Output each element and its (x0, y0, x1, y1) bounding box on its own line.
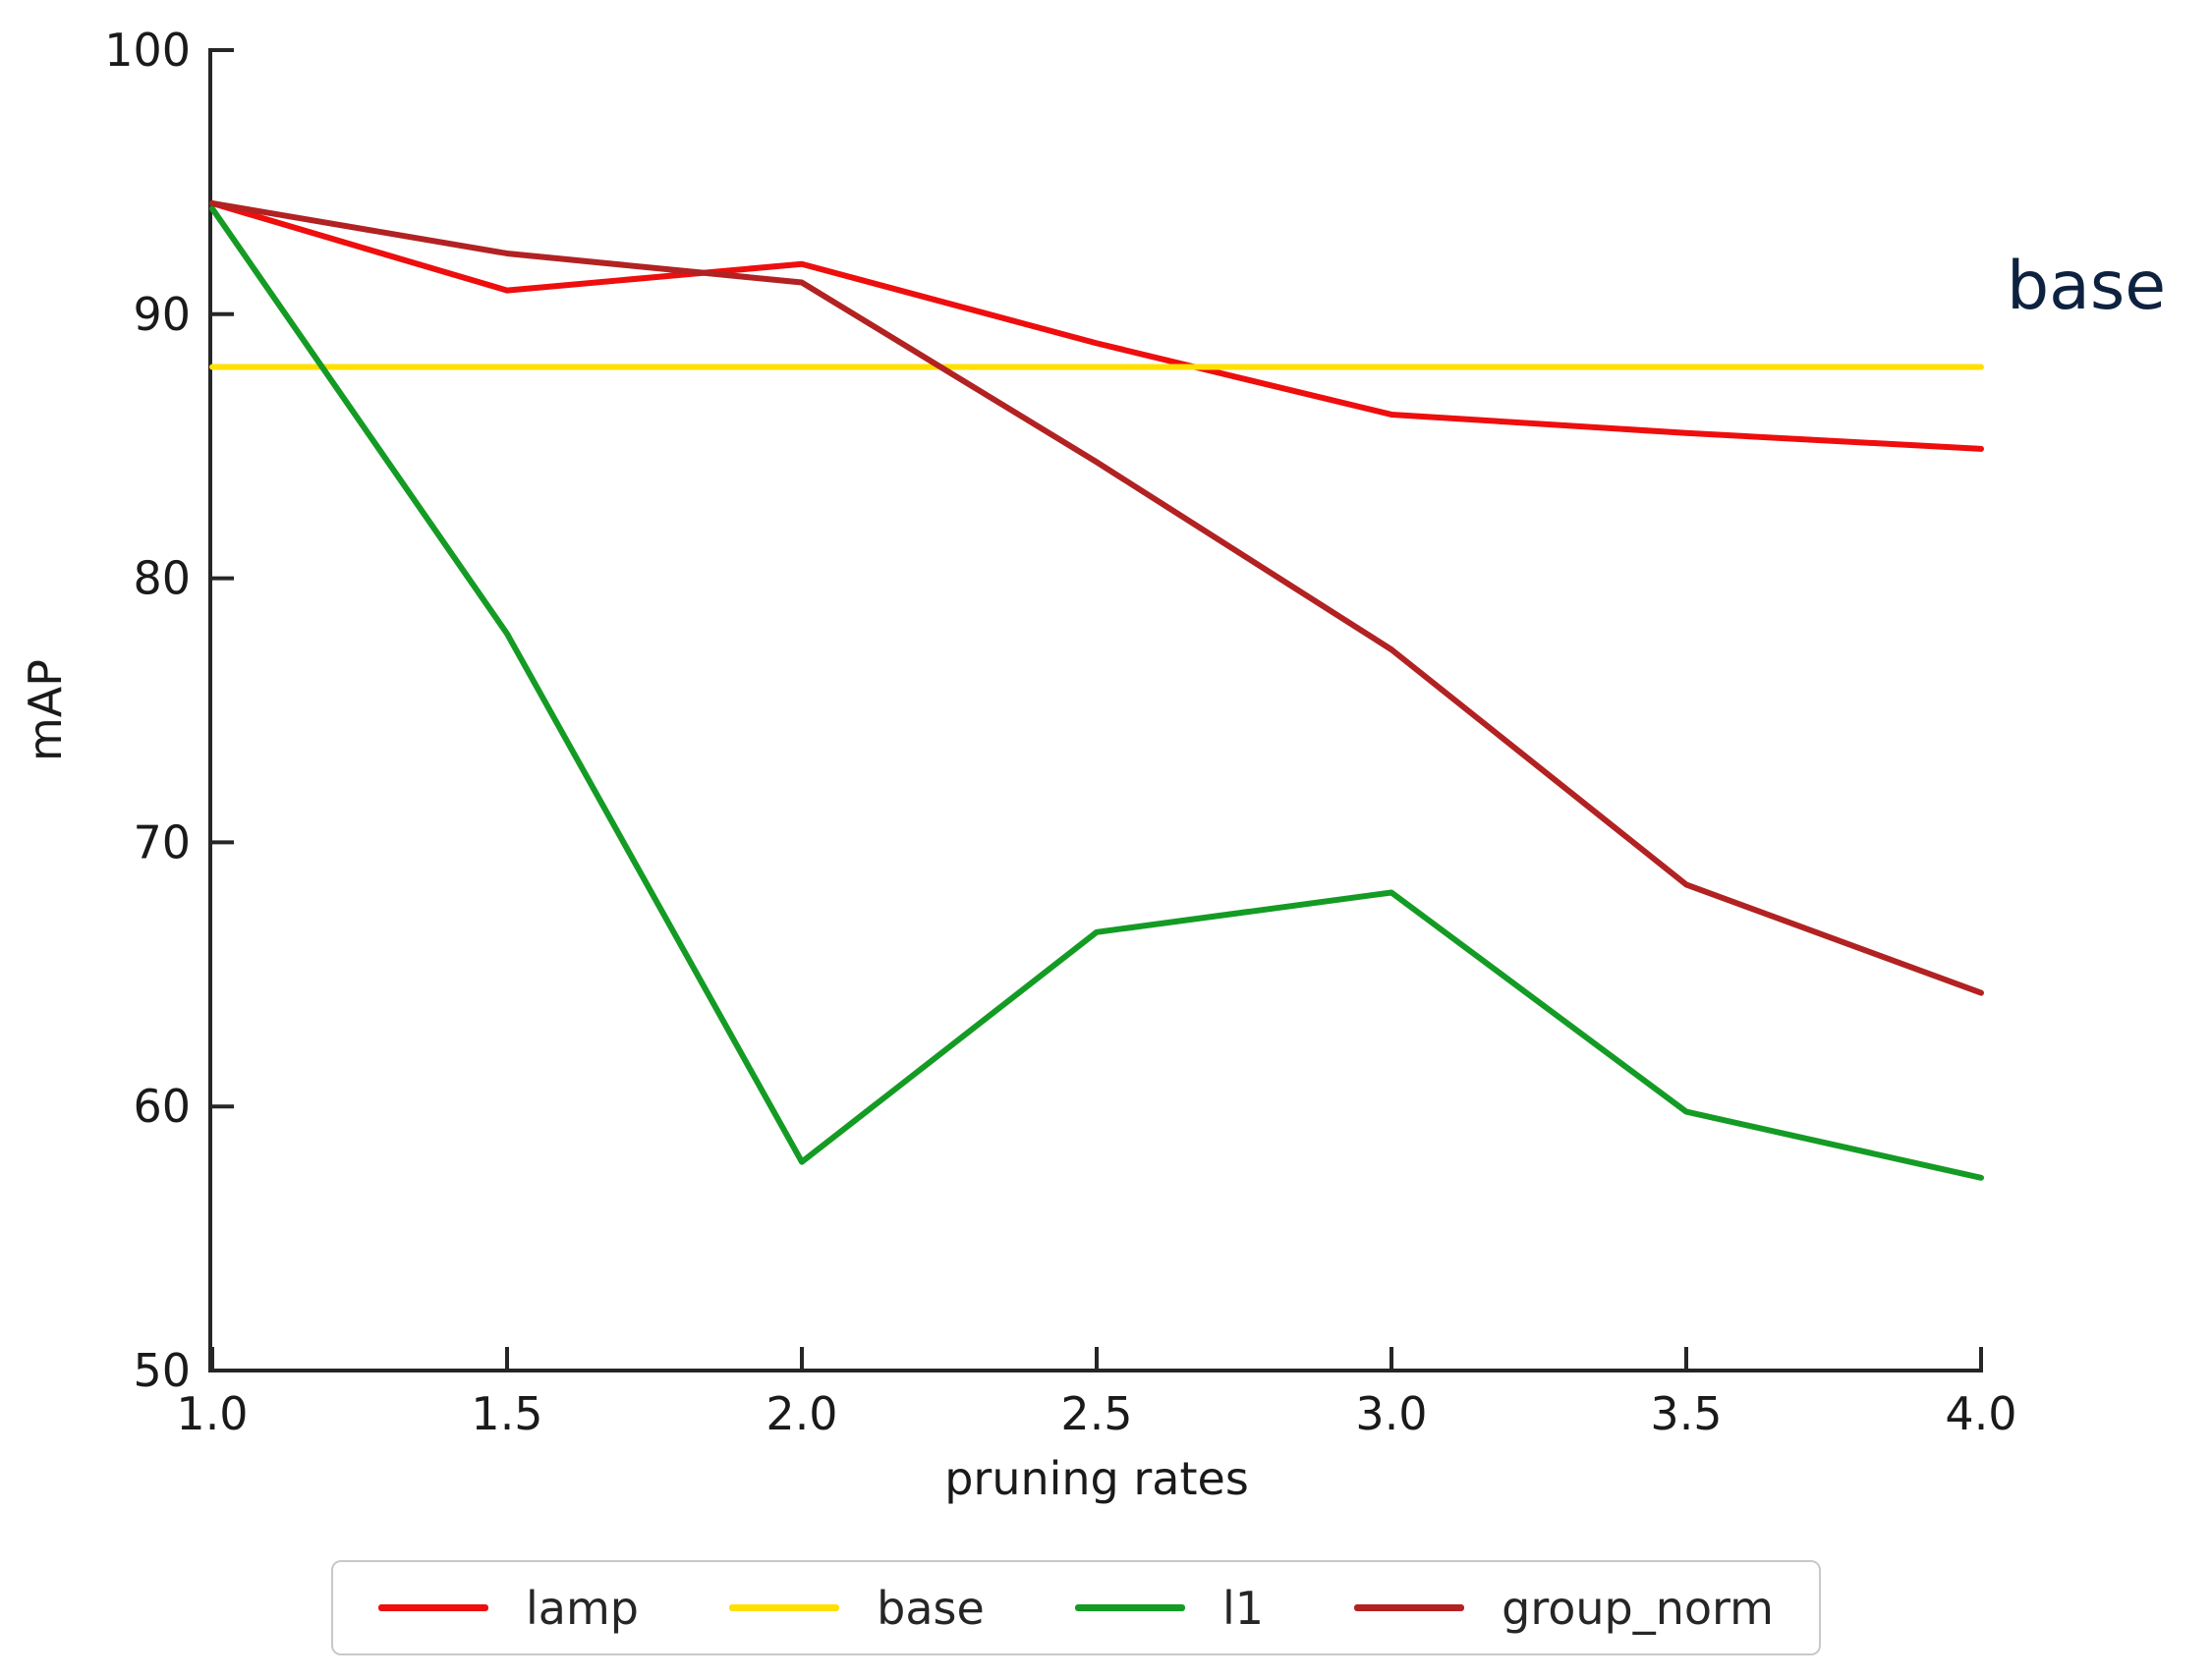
legend-label-l1: l1 (1221, 1581, 1264, 1635)
y-tick-label: 90 (133, 288, 191, 341)
x-tick-label: 4.0 (1945, 1387, 2016, 1440)
legend-swatch-group_norm (1354, 1604, 1465, 1611)
legend-label-group_norm: group_norm (1502, 1581, 1774, 1635)
x-tick-label: 1.5 (471, 1387, 542, 1440)
y-tick-label: 80 (133, 552, 191, 605)
y-tick-label: 100 (104, 24, 191, 77)
legend-label-lamp: lamp (526, 1581, 639, 1635)
y-tick-label: 60 (133, 1080, 191, 1133)
x-axis-label: pruning rates (944, 1452, 1249, 1505)
y-tick-label: 50 (133, 1344, 191, 1397)
x-tick-label: 3.0 (1355, 1387, 1427, 1440)
x-tick-label: 3.5 (1650, 1387, 1722, 1440)
legend-label-base: base (877, 1581, 985, 1635)
legend-swatch-base (729, 1604, 840, 1611)
series-line-group_norm (209, 199, 1984, 996)
legend-item-group_norm: group_norm (1354, 1582, 1774, 1635)
legend: lamp base l1 group_norm (331, 1560, 1821, 1655)
series-line-lamp (209, 199, 1984, 452)
legend-item-l1: l1 (1074, 1581, 1264, 1635)
x-tick-label: 1.0 (176, 1387, 248, 1440)
legend-swatch-l1 (1074, 1604, 1185, 1611)
x-tick-label: 2.5 (1060, 1387, 1132, 1440)
base-line-annotation: base (2007, 248, 2167, 325)
series-line-l1 (209, 205, 1984, 1181)
legend-item-base: base (729, 1582, 985, 1635)
legend-item-lamp: lamp (378, 1582, 639, 1635)
legend-swatch-lamp (378, 1604, 488, 1611)
x-tick-label: 2.0 (766, 1387, 837, 1440)
y-axis-label: mAP (19, 658, 72, 762)
y-tick-label: 70 (133, 815, 191, 868)
